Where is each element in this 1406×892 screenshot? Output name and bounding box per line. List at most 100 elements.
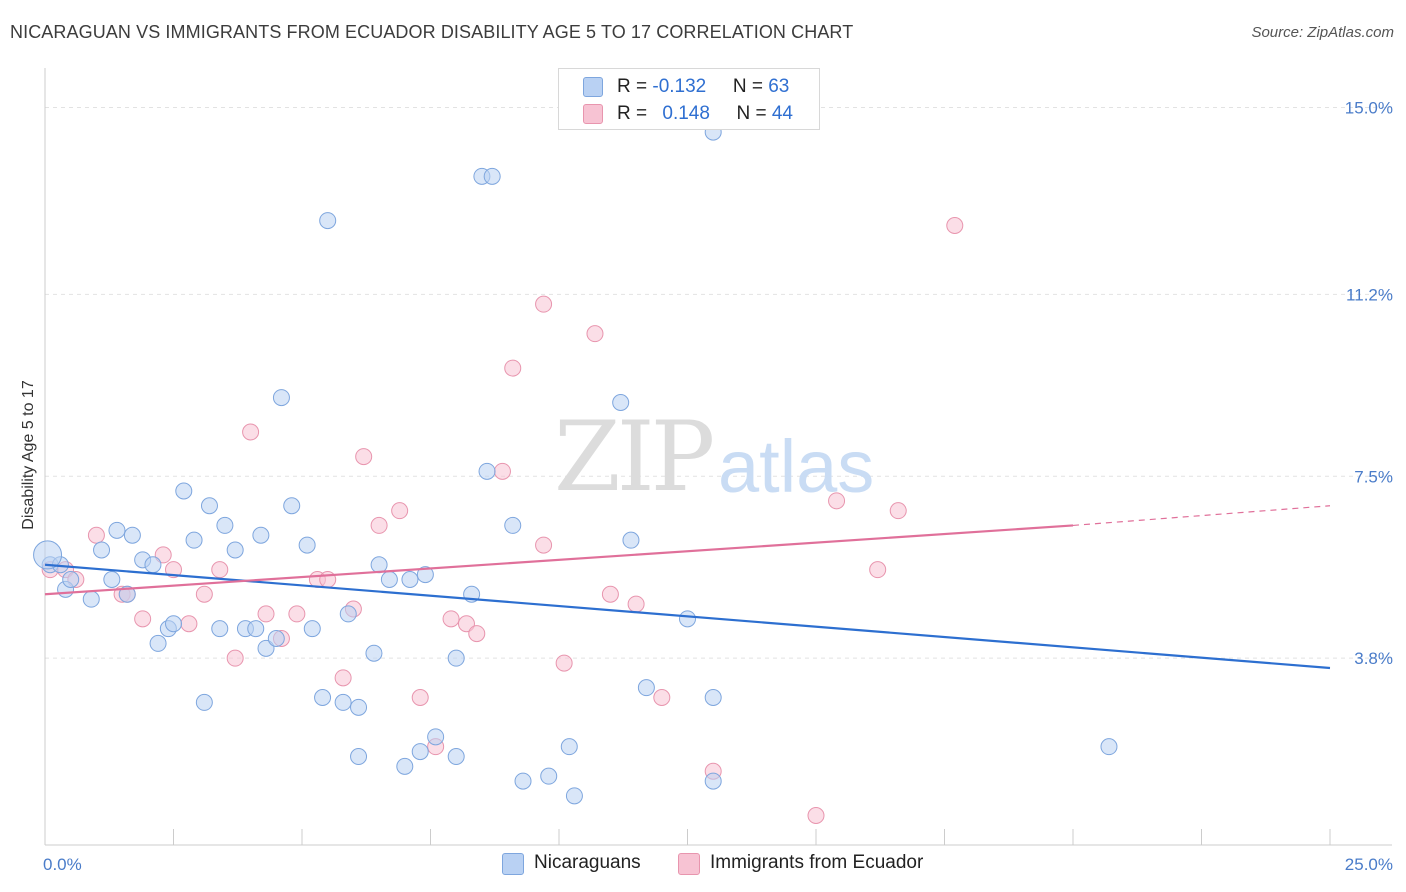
nicaraguan-point-38 — [370, 556, 388, 574]
ecuador-point-33 — [555, 654, 573, 672]
legend-row-blue: R = -0.132 N = 63 — [617, 76, 790, 97]
legend-swatch-pink — [583, 104, 603, 124]
ecuador-point-10 — [195, 585, 213, 603]
nicaraguan-point-24 — [252, 526, 270, 544]
nicaraguan-point-58 — [637, 679, 655, 697]
ecuador-point-9 — [180, 615, 198, 633]
stats-legend: R = -0.132 N = 63 R = 0.148 N = 44 — [558, 68, 820, 130]
bottom-legend-swatch-blue — [502, 853, 524, 875]
nicaraguan-point-35 — [350, 698, 368, 716]
nicaraguan-point-3 — [62, 571, 80, 588]
nicaraguan-point-60 — [704, 772, 722, 790]
nicaraguan-point-15 — [175, 482, 193, 500]
nicaraguan-point-52 — [514, 772, 532, 790]
ecuador-point-42 — [889, 502, 907, 520]
ecuador-point-43 — [946, 217, 964, 234]
nicaraguan-point-19 — [211, 620, 229, 638]
nicaraguan-point-48 — [478, 462, 496, 480]
ecuador-point-41 — [869, 561, 887, 579]
ecuador-point-22 — [370, 516, 388, 534]
ecuador-point-32 — [535, 295, 553, 313]
nicaraguan-point-30 — [303, 620, 321, 638]
nicaraguan-point-8 — [118, 585, 136, 603]
nicaraguan-point-26 — [267, 630, 285, 647]
nicaraguan-point-53 — [540, 767, 558, 785]
nicaraguan-point-31 — [314, 689, 332, 706]
nicaraguan-point-64 — [33, 540, 63, 570]
trend-line-ecuador-extension — [1072, 505, 1331, 527]
nicaraguan-point-36 — [350, 748, 368, 765]
watermark-atlas: atlas — [718, 425, 874, 508]
ecuador-point-16 — [288, 605, 306, 623]
y-tick-label-0: 3.8% — [1354, 649, 1393, 668]
nicaraguan-point-44 — [427, 728, 445, 746]
pink-series-points — [41, 217, 964, 824]
axes — [44, 68, 1392, 846]
ecuador-point-37 — [653, 689, 671, 706]
ecuador-point-39 — [807, 807, 825, 824]
nicaraguan-point-37 — [365, 644, 383, 662]
nicaraguan-point-51 — [504, 516, 522, 534]
nicaraguan-point-46 — [447, 649, 465, 667]
grid-lines — [45, 107, 1392, 659]
ecuador-point-7 — [154, 546, 172, 564]
legend-n-pink: 44 — [771, 103, 793, 124]
nicaraguan-point-17 — [195, 693, 213, 711]
nicaraguan-point-56 — [612, 394, 630, 411]
ecuador-point-28 — [468, 625, 486, 643]
nicaraguan-point-54 — [565, 787, 583, 805]
nicaraguan-point-41 — [401, 571, 419, 588]
nicaraguan-point-18 — [200, 497, 218, 515]
y-tick-label-1: 7.5% — [1354, 467, 1393, 486]
nicaraguan-point-39 — [380, 571, 398, 588]
bottom-legend-swatch-pink — [678, 853, 700, 875]
ecuador-point-31 — [535, 536, 553, 554]
source-label: Source: ZipAtlas.com — [1251, 24, 1394, 41]
legend-r-blue: -0.132 — [652, 76, 707, 97]
ecuador-point-24 — [411, 689, 429, 706]
nicaraguan-point-62 — [1100, 738, 1118, 756]
nicaraguan-point-34 — [339, 605, 357, 623]
nicaraguan-point-16 — [185, 531, 203, 549]
ecuador-point-23 — [391, 502, 409, 520]
nicaraguan-point-4 — [82, 590, 100, 608]
ecuador-point-26 — [442, 610, 460, 628]
nicaraguan-point-57 — [622, 531, 640, 549]
ecuador-point-12 — [226, 649, 244, 667]
nicaraguan-point-7 — [103, 571, 121, 588]
y-tick-labels: 3.8% 7.5% 11.2% 15.0% — [1345, 99, 1393, 669]
y-tick-label-3: 15.0% — [1345, 99, 1393, 118]
nicaraguan-point-5 — [93, 541, 111, 559]
ecuador-point-21 — [355, 448, 373, 466]
nicaraguan-point-21 — [226, 541, 244, 559]
nicaraguan-point-27 — [272, 389, 290, 407]
ecuador-point-11 — [211, 561, 229, 579]
bottom-legend-ecuador: Immigrants from Ecuador — [710, 852, 924, 873]
y-tick-label-2: 11.2% — [1346, 285, 1393, 304]
nicaraguan-point-32 — [319, 212, 337, 230]
ecuador-point-6 — [134, 610, 152, 628]
y-axis-label: Disability Age 5 to 17 — [20, 380, 37, 530]
ecuador-point-3 — [87, 526, 105, 544]
x-tick-label-0: 0.0% — [43, 855, 82, 874]
nicaraguan-point-28 — [283, 497, 301, 515]
ecuador-point-13 — [242, 423, 260, 441]
watermark: ZIP atlas — [554, 401, 874, 513]
legend-n-blue: 63 — [768, 76, 790, 97]
nicaraguan-point-12 — [149, 634, 167, 652]
nicaraguan-point-43 — [416, 566, 434, 584]
ecuador-point-29 — [493, 462, 511, 480]
trend-line-ecuador — [44, 524, 1074, 596]
nicaraguan-point-14 — [165, 615, 182, 633]
trend-line-nicaraguans — [44, 563, 1331, 670]
nicaraguan-point-9 — [123, 526, 141, 544]
nicaraguan-point-61 — [704, 689, 722, 706]
ecuador-point-36 — [627, 595, 645, 613]
nicaraguan-point-23 — [247, 620, 265, 638]
x-tick-label-1: 25.0% — [1345, 855, 1393, 874]
blue-series-points — [33, 123, 1118, 805]
legend-row-pink: R = 0.148 N = 44 — [617, 103, 793, 124]
nicaraguan-point-55 — [560, 738, 578, 756]
ecuador-point-40 — [828, 492, 846, 510]
